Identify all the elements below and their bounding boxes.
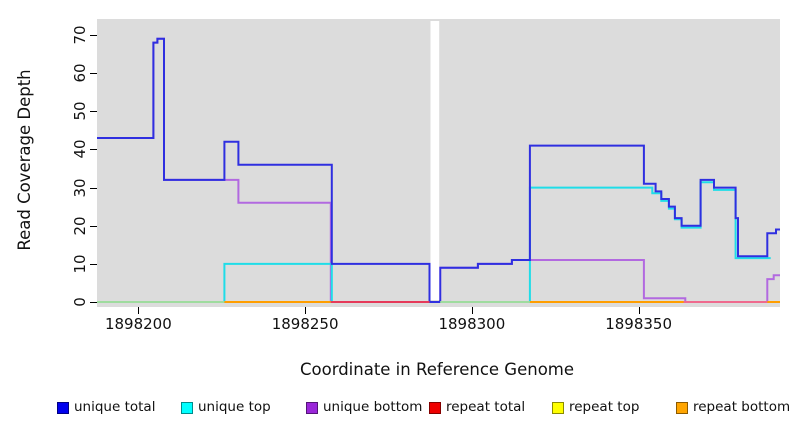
legend-swatch-unique_total xyxy=(57,402,69,414)
legend: unique total unique top unique bottom repea… xyxy=(0,396,792,426)
legend-label-repeat_top: repeat top xyxy=(569,399,640,415)
y-axis-tick-label: 40 xyxy=(71,139,89,159)
y-axis-tick-label: 30 xyxy=(71,178,89,198)
y-axis-tick xyxy=(90,187,97,189)
series-unique_total xyxy=(97,37,780,303)
legend-swatch-unique_top xyxy=(181,402,193,414)
x-axis-tick-label: 1898200 xyxy=(104,315,172,333)
x-axis-tick xyxy=(305,307,307,314)
legend-swatch-repeat_bottom xyxy=(676,402,688,414)
y-axis-tick-label: 70 xyxy=(71,25,89,45)
x-axis-tick xyxy=(638,307,640,314)
y-axis-tick xyxy=(90,263,97,265)
y-axis-tick-label: 50 xyxy=(71,101,89,121)
y-axis-tick xyxy=(90,35,97,36)
y-axis-tick xyxy=(90,111,97,113)
y-axis-tick xyxy=(90,149,97,151)
coverage-plot-svg xyxy=(97,21,780,303)
legend-label-repeat_bottom: repeat bottom xyxy=(693,399,791,415)
legend-label-unique_total: unique total xyxy=(74,399,156,415)
y-axis-tick-label: 60 xyxy=(71,63,89,83)
y-axis-title: Read Coverage Depth xyxy=(15,69,34,251)
legend-swatch-repeat_top xyxy=(552,402,564,414)
y-axis-tick xyxy=(90,302,97,303)
gap-band xyxy=(430,21,440,300)
y-axis-tick-label: 10 xyxy=(71,254,89,274)
x-axis-tick xyxy=(471,307,473,314)
legend-swatch-repeat_total xyxy=(429,402,441,414)
x-axis-tick-label: 1898300 xyxy=(438,315,506,333)
y-axis-tick-label: 0 xyxy=(71,297,89,307)
x-axis-tick-label: 1898250 xyxy=(271,315,339,333)
y-axis-tick xyxy=(90,73,97,75)
legend-swatch-unique_bottom xyxy=(306,402,318,414)
legend-label-repeat_total: repeat total xyxy=(446,399,526,415)
x-axis-title: Coordinate in Reference Genome xyxy=(299,360,575,379)
x-axis-tick-label: 1898350 xyxy=(605,315,672,333)
legend-label-unique_top: unique top xyxy=(198,399,271,415)
x-axis-tick xyxy=(138,307,140,314)
y-axis-tick xyxy=(90,225,97,227)
legend-label-unique_bottom: unique bottom xyxy=(323,399,423,415)
y-axis-tick-label: 20 xyxy=(71,216,89,236)
plot-panel xyxy=(97,19,780,307)
